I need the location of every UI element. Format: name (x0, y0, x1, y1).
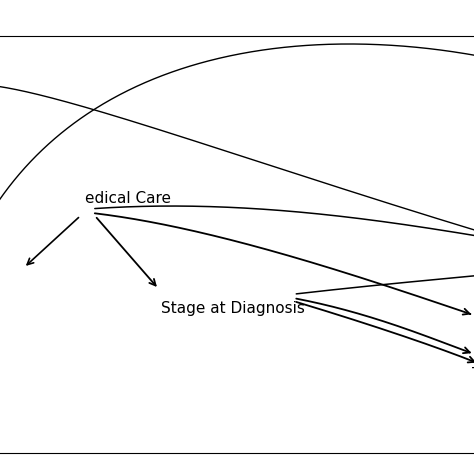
Text: edical Care: edical Care (85, 191, 171, 206)
Text: Treat: Treat (472, 367, 474, 383)
Text: Stage at Diagnosis: Stage at Diagnosis (161, 301, 305, 316)
